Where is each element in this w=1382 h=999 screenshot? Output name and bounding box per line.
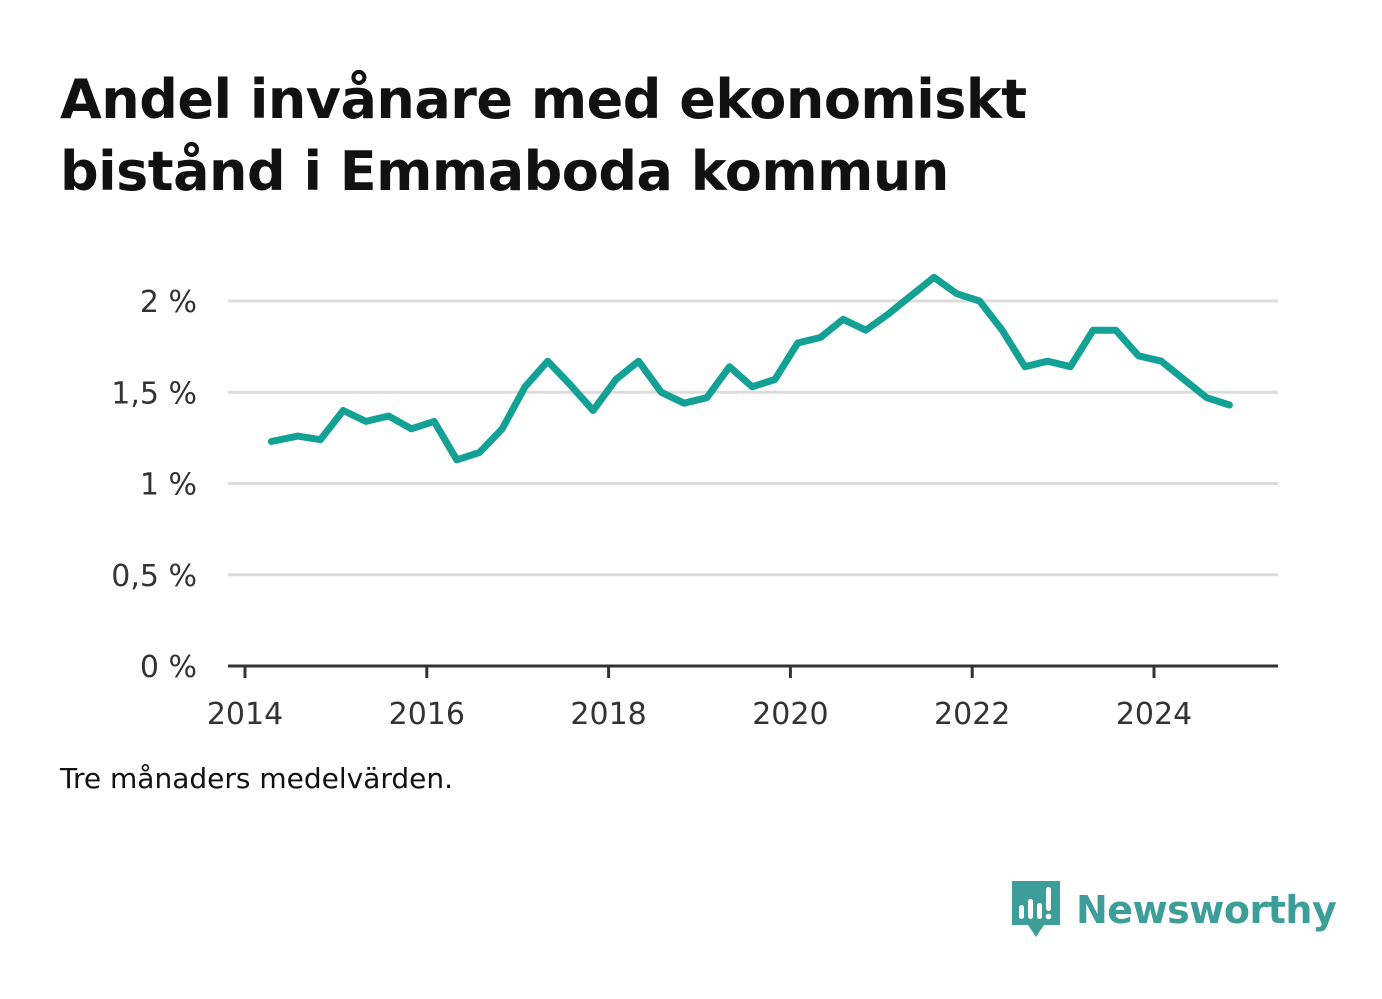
y-tick-label: 0 %: [140, 650, 197, 685]
x-tick-label: 2018: [570, 697, 646, 732]
chart-title: Andel invånare med ekonomiskt bistånd i …: [60, 64, 1320, 208]
chart-title-line-2: bistånd i Emmaboda kommun: [60, 140, 949, 203]
y-tick-label: 1,5 %: [111, 376, 197, 411]
newsworthy-logo: Newsworthy: [1010, 878, 1337, 942]
y-tick-label: 0,5 %: [111, 559, 197, 594]
chart-note: Tre månaders medelvärden.: [60, 762, 454, 795]
chart-title-line-1: Andel invånare med ekonomiskt: [60, 68, 1027, 131]
newsworthy-logo-icon: [1012, 881, 1060, 937]
y-tick-label: 1 %: [140, 468, 197, 503]
x-tick-label: 2020: [752, 697, 828, 732]
y-tick-label: 2 %: [140, 285, 197, 320]
x-tick-label: 2014: [207, 697, 283, 732]
newsworthy-logo-text: Newsworthy: [1076, 888, 1337, 932]
x-tick-label: 2024: [1116, 697, 1192, 732]
series-line: [267, 273, 1233, 464]
x-tick-label: 2022: [934, 697, 1010, 732]
x-tick-label: 2016: [389, 697, 465, 732]
